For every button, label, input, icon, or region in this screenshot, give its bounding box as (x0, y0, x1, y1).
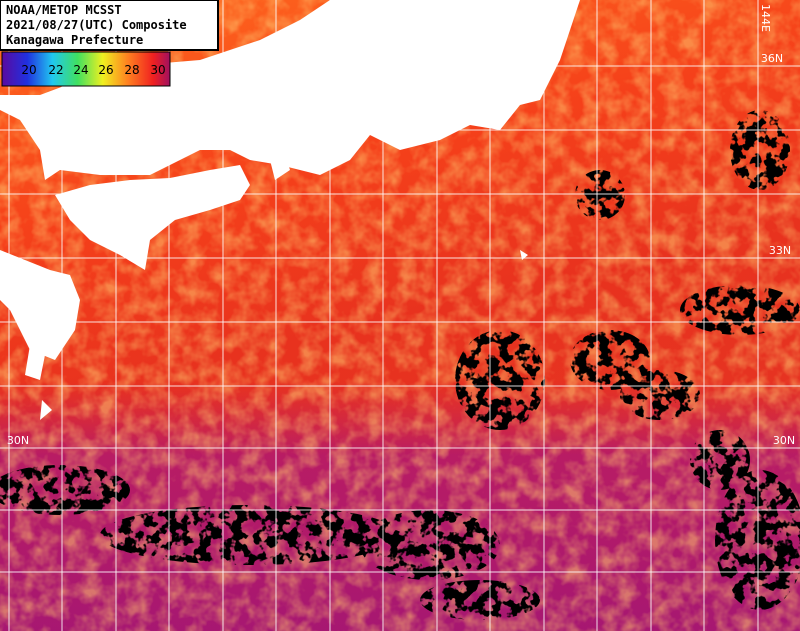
colorbar: 20 22 24 26 28 30 (1, 51, 171, 87)
header-line: NOAA/METOP MCSST (6, 3, 122, 17)
lon-label: 136E (331, 4, 344, 32)
colorbar-label: 30 (150, 63, 165, 77)
lat-label: 30N (7, 434, 29, 447)
colorbar-label: 28 (124, 63, 139, 77)
header-line: Kanagawa Prefecture (6, 33, 143, 47)
lat-label: 36N (761, 52, 783, 65)
colorbar-ramp (1, 51, 171, 87)
lon-label: 144E (759, 4, 772, 32)
info-box-bg (0, 0, 219, 51)
colorbar-label: 22 (48, 63, 63, 77)
colorbar-label: 26 (98, 63, 113, 77)
lat-label: 33N (769, 244, 791, 257)
info-box: NOAA/METOP MCSST 2021/08/27(UTC) Composi… (0, 0, 219, 51)
colorbar-label: 20 (21, 63, 36, 77)
colorbar-label: 24 (73, 63, 88, 77)
header-line: 2021/08/27(UTC) Composite (6, 18, 187, 32)
land (0, 0, 580, 420)
lat-label: 30N (773, 434, 795, 447)
